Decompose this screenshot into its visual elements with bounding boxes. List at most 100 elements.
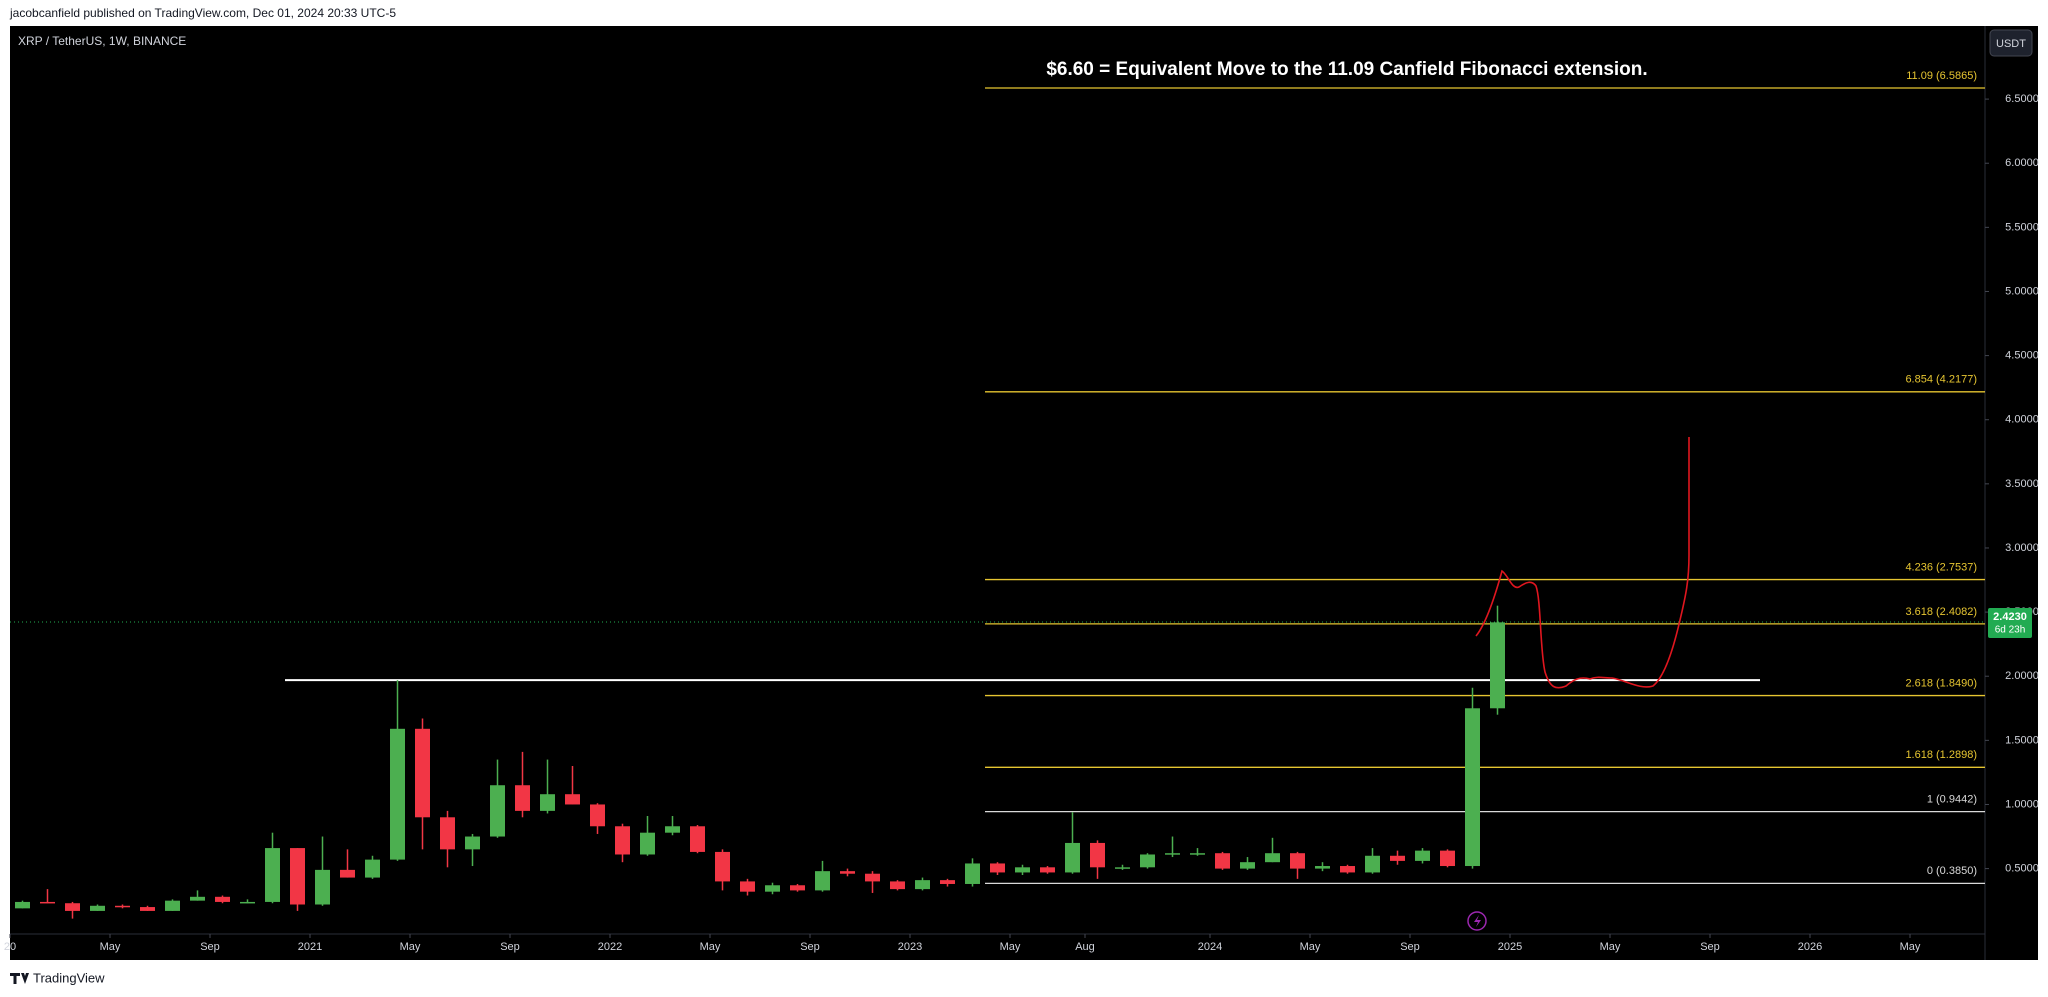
candle-body	[990, 863, 1005, 873]
candle-body	[140, 907, 155, 911]
currency-label[interactable]: USDT	[1996, 38, 2026, 50]
x-tick-label: 2021	[298, 941, 322, 953]
candle-body	[90, 905, 105, 911]
currency-button[interactable]	[1989, 29, 2033, 57]
candle-body	[790, 885, 805, 891]
fib-label: 6.854 (4.2177)	[1905, 374, 1977, 386]
publish-header: jacobcanfield published on TradingView.c…	[9, 6, 396, 20]
fib-label: 11.09 (6.5865)	[1906, 70, 1977, 82]
fib-label: 1.618 (1.2898)	[1905, 749, 1977, 761]
x-tick-label: May	[1300, 941, 1321, 953]
candle-body	[415, 728, 430, 818]
y-tick-label: 4.5000	[2005, 350, 2039, 362]
x-tick-label: Aug	[1075, 941, 1095, 953]
candle-body	[890, 881, 905, 890]
tradingview-logo	[10, 973, 29, 984]
y-tick-label: 2.0000	[2005, 670, 2039, 682]
x-tick-label: 2024	[1198, 941, 1222, 953]
candle-body	[765, 885, 780, 892]
y-tick-label: 6.5000	[2005, 93, 2039, 105]
candle-body	[615, 826, 630, 855]
candle-body	[540, 794, 555, 811]
x-tick-label: Sep	[200, 941, 220, 953]
y-tick-label: 5.5000	[2005, 221, 2039, 233]
last-price-box	[1988, 607, 2032, 638]
candle-body	[1065, 842, 1080, 873]
candle-body	[440, 817, 455, 850]
replay-icon[interactable]	[1467, 911, 1487, 931]
x-tick-label: Sep	[1400, 941, 1420, 953]
candle-body	[465, 836, 480, 850]
candle-body	[815, 871, 830, 891]
candle-body	[940, 880, 955, 884]
x-tick-label: Sep	[800, 941, 820, 953]
candle-body	[565, 794, 580, 805]
x-tick-label: Sep	[500, 941, 520, 953]
last-price-countdown: 6d 23h	[1995, 625, 2026, 636]
candle-body	[1090, 842, 1105, 868]
x-tick-label: May	[1000, 941, 1021, 953]
last-price-label: 2.4230	[1993, 611, 2027, 623]
plot-area: 0.50001.00001.50002.00002.50003.00003.50…	[4, 70, 2039, 953]
x-tick-label: May	[400, 941, 421, 953]
candle-body	[1440, 850, 1455, 867]
candle-body	[665, 826, 680, 833]
candle-body	[1290, 853, 1305, 869]
x-tick-label: 2022	[598, 941, 622, 953]
fib-label: 4.236 (2.7537)	[1905, 561, 1977, 573]
candle-body	[1365, 855, 1380, 873]
candle-body	[715, 851, 730, 882]
x-tick-label: 2026	[1798, 941, 1822, 953]
candle-body	[165, 900, 180, 911]
candle-body	[1140, 854, 1155, 868]
x-tick-label: 2025	[1498, 941, 1522, 953]
candle-body	[40, 901, 55, 904]
candle-body	[1165, 853, 1180, 855]
candle-body	[865, 873, 880, 882]
candle-body	[240, 901, 255, 904]
candle-body	[640, 832, 655, 855]
candle-body	[265, 848, 280, 902]
candle-body	[1315, 866, 1330, 869]
footer-brand: TradingView	[33, 970, 105, 985]
candle-body	[15, 901, 30, 909]
candle-body	[65, 903, 80, 911]
fib-label: 0 (0.3850)	[1927, 865, 1977, 877]
x-tick-label: 20	[4, 941, 16, 953]
candle-body	[915, 880, 930, 890]
y-tick-label: 1.5000	[2005, 734, 2039, 746]
freehand-projection	[1475, 437, 1690, 689]
candle-body	[1240, 862, 1255, 869]
x-tick-label: Sep	[1700, 941, 1720, 953]
y-tick-label: 3.5000	[2005, 478, 2039, 490]
candle-body	[390, 728, 405, 860]
candle-body	[1390, 855, 1405, 861]
fib-label: 1 (0.9442)	[1927, 794, 1977, 806]
symbol-label: XRP / TetherUS, 1W, BINANCE	[18, 34, 186, 48]
candle-body	[490, 785, 505, 837]
candle-body	[1415, 850, 1430, 861]
candle-body	[1190, 853, 1205, 855]
y-tick-label: 6.0000	[2005, 157, 2039, 169]
y-tick-label: 0.5000	[2005, 862, 2039, 874]
candle-body	[1115, 867, 1130, 869]
chart-panel	[10, 26, 2038, 960]
y-tick-label: 5.0000	[2005, 285, 2039, 297]
replay-bolt	[1474, 915, 1481, 927]
candle-body	[965, 863, 980, 884]
candle-body	[1040, 867, 1055, 873]
candle-body	[840, 871, 855, 874]
x-tick-label: May	[700, 941, 721, 953]
fib-label: 2.618 (1.8490)	[1905, 677, 1977, 689]
candle-body	[290, 848, 305, 905]
candle-body	[1465, 708, 1480, 867]
x-tick-label: May	[100, 941, 121, 953]
x-tick-label: 2023	[898, 941, 922, 953]
candle-body	[1015, 867, 1030, 873]
candle-body	[115, 905, 130, 908]
x-tick-label: May	[1900, 941, 1921, 953]
candle-body	[315, 869, 330, 905]
candle-body	[1265, 853, 1280, 863]
